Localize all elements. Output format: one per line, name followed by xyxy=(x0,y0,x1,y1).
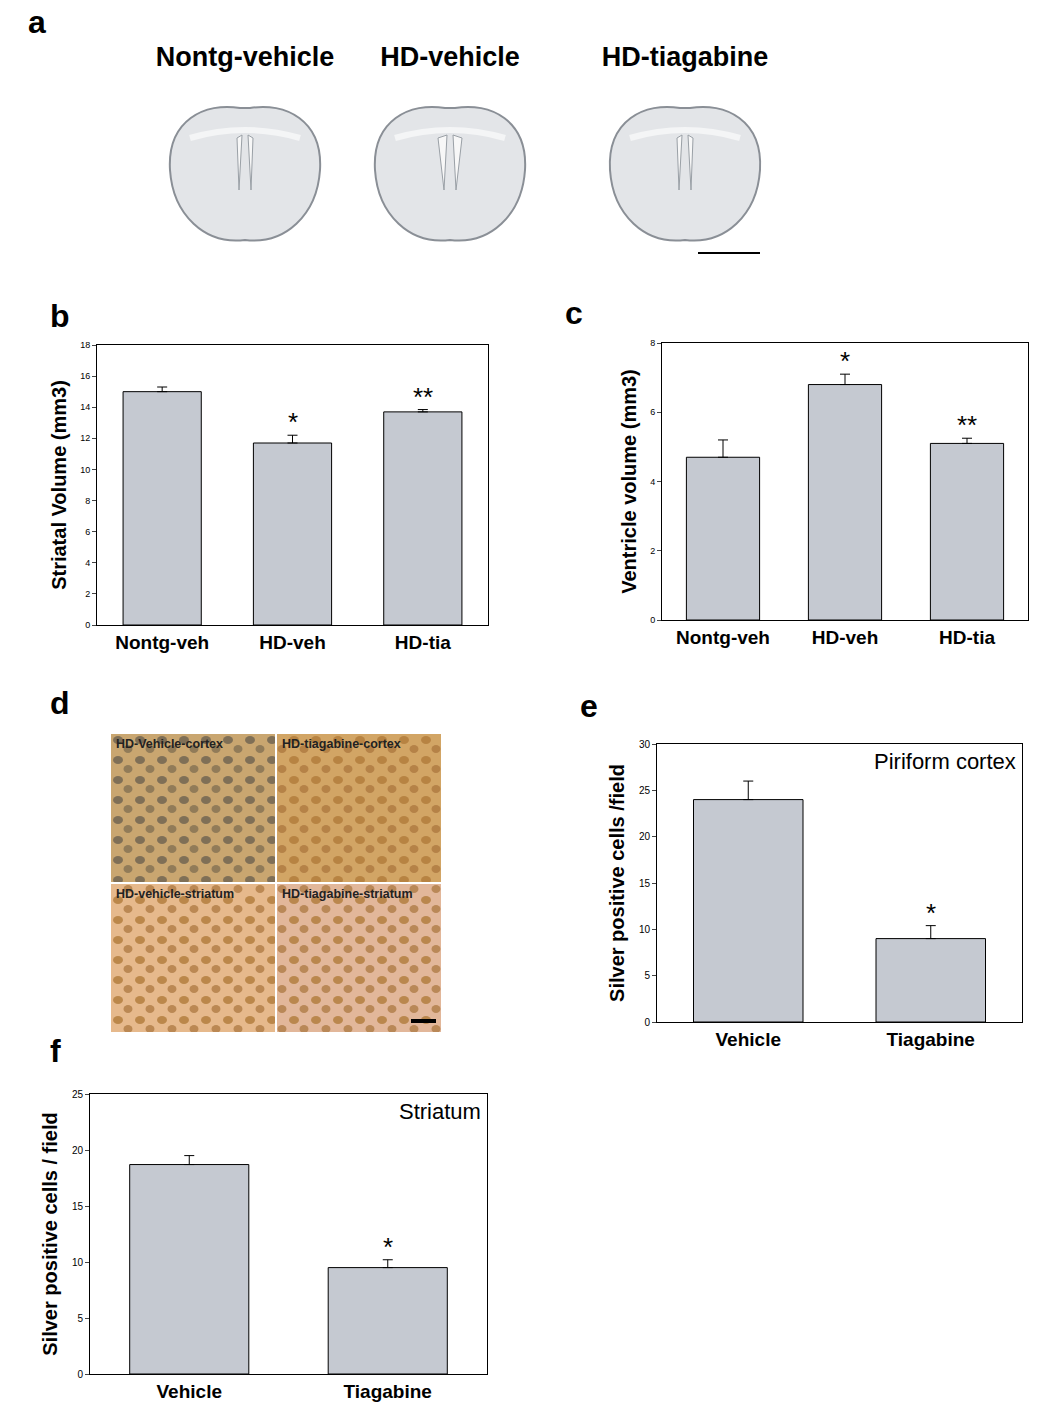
svg-text:Nontg-veh: Nontg-veh xyxy=(115,632,209,653)
svg-text:Tiagabine: Tiagabine xyxy=(887,1029,975,1050)
html-text:c: c xyxy=(565,295,583,331)
svg-text:HD-vehicle: HD-vehicle xyxy=(380,42,520,72)
svg-text:25: 25 xyxy=(639,785,651,796)
svg-text:30: 30 xyxy=(639,739,651,750)
svg-text:HD-veh: HD-veh xyxy=(812,627,879,648)
svg-text:0: 0 xyxy=(644,1017,650,1028)
html-text:e: e xyxy=(580,688,598,724)
svg-text:25: 25 xyxy=(72,1089,84,1100)
svg-text:*: * xyxy=(288,407,298,437)
svg-text:4: 4 xyxy=(85,558,90,568)
svg-text:HD-tiagabine-striatum: HD-tiagabine-striatum xyxy=(282,887,413,901)
svg-text:Nontg-veh: Nontg-veh xyxy=(676,627,770,648)
svg-text:4: 4 xyxy=(650,477,655,487)
svg-text:Silver positive cells /field: Silver positive cells /field xyxy=(606,764,628,1002)
svg-text:HD-tiagabine: HD-tiagabine xyxy=(602,42,769,72)
svg-text:0: 0 xyxy=(85,620,90,630)
svg-text:8: 8 xyxy=(85,496,90,506)
svg-text:HD-tia: HD-tia xyxy=(395,632,451,653)
svg-text:10: 10 xyxy=(72,1257,84,1268)
svg-text:HD-tia: HD-tia xyxy=(939,627,995,648)
svg-text:Striatum: Striatum xyxy=(399,1099,481,1124)
svg-text:6: 6 xyxy=(85,527,90,537)
svg-text:14: 14 xyxy=(80,402,90,412)
svg-text:12: 12 xyxy=(80,433,90,443)
svg-text:15: 15 xyxy=(72,1201,84,1212)
svg-text:Vehicle: Vehicle xyxy=(157,1381,223,1402)
svg-text:Piriform cortex: Piriform cortex xyxy=(874,749,1016,774)
svg-text:20: 20 xyxy=(72,1145,84,1156)
html-text:d: d xyxy=(50,685,70,721)
svg-text:5: 5 xyxy=(644,970,650,981)
svg-text:18: 18 xyxy=(80,340,90,350)
svg-text:10: 10 xyxy=(80,465,90,475)
html-text:b: b xyxy=(50,298,70,334)
svg-text:*: * xyxy=(926,898,936,928)
html-text:a: a xyxy=(28,4,46,40)
svg-text:2: 2 xyxy=(650,546,655,556)
svg-text:15: 15 xyxy=(639,878,651,889)
svg-text:*: * xyxy=(383,1232,393,1262)
svg-text:Striatal Volume (mm3): Striatal Volume (mm3) xyxy=(48,380,70,590)
svg-text:8: 8 xyxy=(650,338,655,348)
svg-text:6: 6 xyxy=(650,407,655,417)
svg-text:Nontg-vehicle: Nontg-vehicle xyxy=(156,42,335,72)
svg-text:10: 10 xyxy=(639,924,651,935)
svg-text:Tiagabine: Tiagabine xyxy=(344,1381,432,1402)
svg-text:Silver positive cells / field: Silver positive cells / field xyxy=(39,1112,61,1355)
svg-text:**: ** xyxy=(957,410,977,440)
svg-text:16: 16 xyxy=(80,371,90,381)
svg-text:Vehicle: Vehicle xyxy=(716,1029,782,1050)
svg-text:HD-vehicle-striatum: HD-vehicle-striatum xyxy=(116,887,234,901)
svg-text:20: 20 xyxy=(639,831,651,842)
svg-text:HD-Vehicle-cortex: HD-Vehicle-cortex xyxy=(116,737,223,751)
svg-text:HD-veh: HD-veh xyxy=(259,632,326,653)
svg-text:HD-tiagabine-cortex: HD-tiagabine-cortex xyxy=(282,737,401,751)
svg-text:Ventricle volume (mm3): Ventricle volume (mm3) xyxy=(618,369,640,594)
svg-text:5: 5 xyxy=(77,1313,83,1324)
svg-text:0: 0 xyxy=(77,1369,83,1380)
svg-text:0: 0 xyxy=(650,615,655,625)
html-text:f: f xyxy=(50,1033,61,1069)
svg-text:2: 2 xyxy=(85,589,90,599)
svg-text:*: * xyxy=(840,346,850,376)
svg-text:**: ** xyxy=(413,382,433,412)
